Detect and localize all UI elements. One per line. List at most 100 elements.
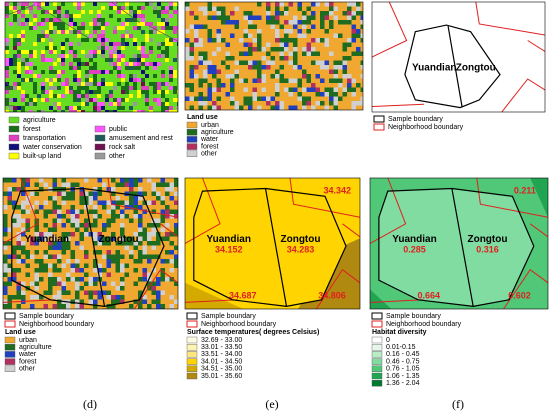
land-cell <box>93 34 98 39</box>
land-cell <box>133 50 138 55</box>
land-cell <box>5 82 10 87</box>
land-cell <box>97 106 102 111</box>
land-cell <box>125 106 130 111</box>
land-cell <box>129 58 134 63</box>
land-cell <box>121 86 126 91</box>
land-cell <box>165 236 170 242</box>
land-cell <box>177 2 178 7</box>
land-cell <box>30 290 35 296</box>
land-cell <box>105 58 110 63</box>
land-cell <box>43 205 49 210</box>
land-cell <box>266 47 271 52</box>
land-cell <box>248 65 253 70</box>
land-cell <box>284 60 289 66</box>
land-cell <box>137 42 142 47</box>
land-cell <box>221 33 226 39</box>
land-cell <box>160 250 166 255</box>
land-cell <box>37 58 42 63</box>
land-cell <box>248 56 253 61</box>
land-cell <box>189 24 195 30</box>
land-cell <box>165 290 170 296</box>
land-cell <box>5 98 10 103</box>
land-cell <box>315 74 321 79</box>
land-cell <box>69 74 74 79</box>
land-cell <box>7 236 13 242</box>
land-cell <box>57 304 62 309</box>
land-cell <box>338 2 343 7</box>
land-cell <box>106 250 112 255</box>
land-cell <box>25 62 30 67</box>
land-cell <box>69 54 74 59</box>
land-cell <box>120 295 125 300</box>
land-cell <box>102 290 107 296</box>
land-cell <box>252 74 258 79</box>
land-cell <box>347 65 352 70</box>
land-cell <box>129 50 134 55</box>
land-cell <box>248 6 253 12</box>
land-cell <box>311 38 316 43</box>
land-cell <box>221 56 226 61</box>
land-cell <box>121 30 126 35</box>
land-cell <box>239 6 244 12</box>
land-cell <box>142 191 148 197</box>
land-cell <box>153 10 158 15</box>
land-cell <box>311 47 316 52</box>
land-cell <box>221 11 226 16</box>
land-cell <box>49 106 54 111</box>
land-cell <box>160 304 166 309</box>
land-cell <box>102 227 107 233</box>
land-cell <box>34 196 40 201</box>
land-cell <box>252 51 258 57</box>
land-cell <box>185 65 190 70</box>
land-cell <box>97 70 102 75</box>
land-cell <box>142 200 148 206</box>
land-cell <box>151 295 157 300</box>
land-cell <box>288 33 294 39</box>
land-cell <box>37 86 42 91</box>
land-cell <box>79 205 85 210</box>
land-cell <box>266 6 271 12</box>
land-cell <box>39 304 44 309</box>
land-cell <box>160 214 166 219</box>
land-cell <box>25 304 31 309</box>
land-cell <box>216 96 222 102</box>
land-cell <box>284 42 289 48</box>
land-cell <box>61 70 66 75</box>
legend-label: urban <box>19 337 37 344</box>
land-cell <box>189 60 195 66</box>
land-cell <box>57 6 62 11</box>
land-cell <box>117 18 122 23</box>
land-cell <box>37 70 42 75</box>
land-cell <box>329 101 334 106</box>
land-cell <box>120 277 125 282</box>
land-cell <box>93 6 98 11</box>
land-cell <box>149 34 154 39</box>
land-cell <box>169 46 174 51</box>
land-cell <box>324 29 330 34</box>
land-cell <box>147 299 152 305</box>
land-cell <box>93 263 98 269</box>
land-cell <box>234 24 240 30</box>
land-cell <box>270 65 276 70</box>
land-cell <box>156 277 161 282</box>
land-cell <box>145 78 150 83</box>
land-cell <box>85 82 90 87</box>
land-cell <box>66 236 71 242</box>
legend-swatch <box>8 134 20 142</box>
land-cell <box>17 66 22 71</box>
land-cell <box>75 205 80 210</box>
land-cell <box>153 106 158 111</box>
land-cell <box>79 214 85 219</box>
land-cell <box>225 11 231 16</box>
land-cell <box>45 94 50 99</box>
land-cell <box>157 34 162 39</box>
land-cell <box>34 259 40 264</box>
legend-label: Neighborhood boundary <box>201 321 277 328</box>
land-cell <box>41 2 46 7</box>
land-cell <box>133 42 138 47</box>
land-cell <box>174 232 178 237</box>
land-cell <box>48 205 53 210</box>
land-cell <box>177 86 178 91</box>
land-cell <box>88 218 94 224</box>
land-cell <box>39 241 44 246</box>
